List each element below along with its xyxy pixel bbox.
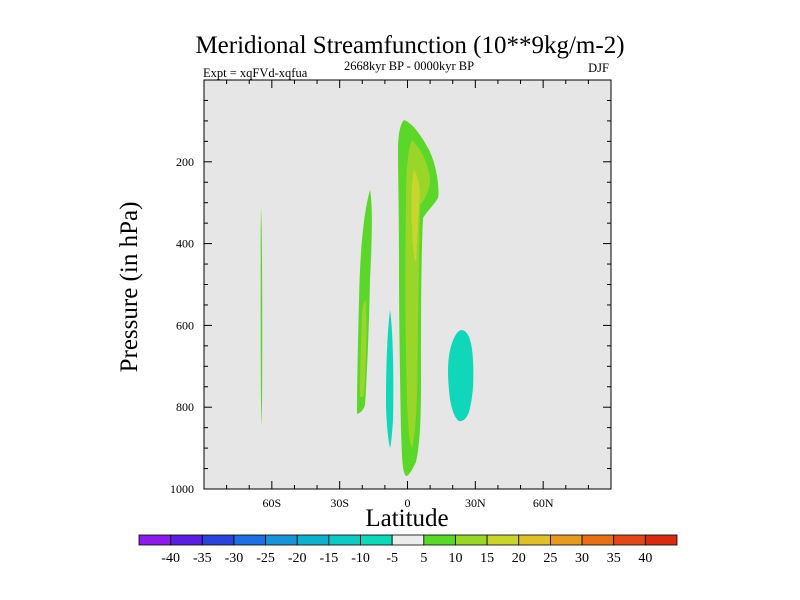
x-tick-label: 0	[405, 496, 411, 510]
y-axis-ticks: 200 400 600 800 1000	[170, 155, 611, 496]
colorbar	[138, 534, 678, 546]
contour-band-60s	[260, 208, 263, 426]
contour-main-column-inner	[405, 140, 430, 448]
subtitle-left: Expt = xqFVd-xqfua	[203, 66, 308, 80]
colorbar-swatch	[170, 534, 203, 546]
contour-main-column-core	[411, 170, 420, 262]
colorbar-swatch	[613, 534, 646, 546]
chart-title: Meridional Streamfunction (10**9kg/m-2)	[195, 32, 624, 59]
colorbar-swatch	[423, 534, 456, 546]
x-tick-label: 60N	[533, 496, 554, 510]
y-axis-minor-ticks	[204, 99, 611, 470]
colorbar-label: 20	[512, 551, 526, 566]
colorbar-label: 10	[448, 551, 462, 566]
colorbar-label: 5	[420, 551, 427, 566]
colorbar-label: -25	[256, 551, 275, 566]
y-tick-label: 600	[176, 318, 194, 332]
colorbar-label: -5	[386, 551, 398, 566]
subtitle-center: 2668kyr BP - 0000kyr BP	[344, 59, 474, 73]
colorbar-labels: -40 -35 -30 -25 -20 -15 -10 -5 5 10 15 20 25 30 35 40	[161, 551, 652, 566]
colorbar-swatch	[581, 534, 615, 546]
y-tick-label: 200	[176, 155, 194, 169]
colorbar-label: 40	[638, 551, 652, 566]
colorbar-label: -20	[288, 551, 307, 566]
x-tick-label: 30S	[330, 496, 349, 510]
x-axis-label: Latitude	[365, 505, 448, 532]
contour-neg-8s	[386, 310, 394, 448]
colorbar-label: 15	[480, 551, 494, 566]
colorbar-label: 35	[607, 551, 621, 566]
colorbar-label: -15	[320, 551, 339, 566]
colorbar-swatch	[360, 534, 393, 546]
y-tick-label: 1000	[170, 482, 194, 496]
y-tick-label: 400	[176, 237, 194, 251]
colorbar-swatch	[296, 534, 330, 546]
colorbar-swatch	[550, 534, 583, 546]
x-tick-label: 30N	[465, 496, 486, 510]
colorbar-label: -40	[161, 551, 180, 566]
colorbar-swatch	[486, 534, 520, 546]
contour-band-20s-inner	[360, 300, 367, 398]
x-axis-minor-ticks	[226, 80, 589, 489]
x-tick-label: 60S	[262, 496, 281, 510]
contour-neg-25n	[448, 330, 474, 422]
subtitle-right: DJF	[588, 61, 609, 75]
colorbar-swatch	[328, 534, 361, 546]
colorbar-label: 30	[575, 551, 589, 566]
colorbar-label: -10	[351, 551, 370, 566]
colorbar-label: -30	[225, 551, 244, 566]
colorbar-label: -35	[193, 551, 212, 566]
colorbar-swatch	[518, 534, 551, 546]
colorbar-swatch	[233, 534, 266, 546]
y-tick-label: 800	[176, 400, 194, 414]
colorbar-label: 25	[543, 551, 557, 566]
colorbar-swatch	[455, 534, 488, 546]
colorbar-swatch	[138, 534, 172, 546]
x-axis-ticks: 60S 30S 0 30N 60N	[262, 80, 554, 510]
colorbar-swatch	[265, 534, 298, 546]
colorbar-swatch	[391, 534, 425, 546]
colorbar-swatch	[201, 534, 235, 546]
colorbar-swatch	[644, 534, 678, 546]
y-axis-label: Pressure (in hPa)	[116, 202, 143, 373]
contour-fills	[260, 120, 474, 476]
